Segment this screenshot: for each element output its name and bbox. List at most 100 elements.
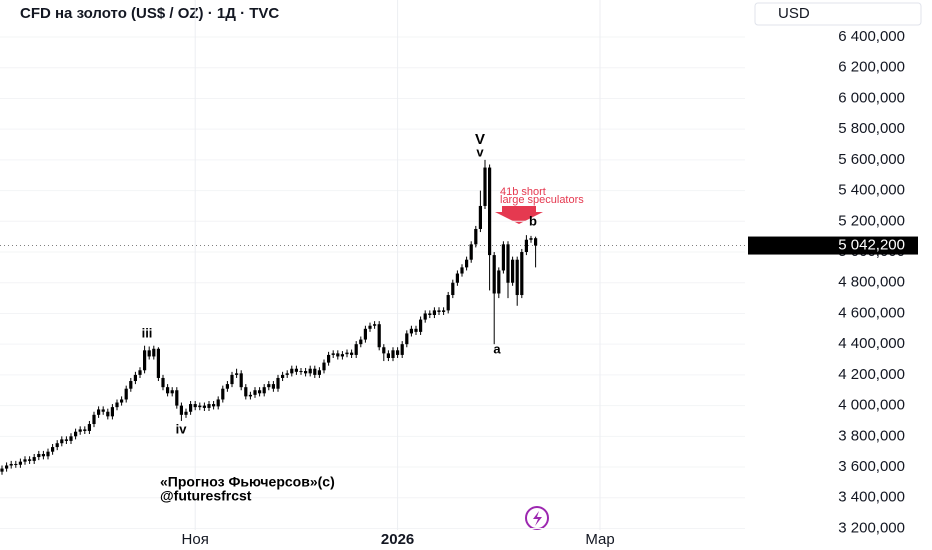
candle-body <box>23 459 27 462</box>
candle-body <box>322 362 326 371</box>
candle-body <box>64 439 68 441</box>
candle-body <box>345 352 349 355</box>
candle-body <box>244 387 248 397</box>
candle-body <box>184 411 188 415</box>
candle-body <box>147 350 151 357</box>
watermark: «Прогноз Фьючерсов»(c) <box>160 474 335 490</box>
candle-body <box>133 374 137 382</box>
candle-body <box>78 429 82 432</box>
y-tick-label: 5 400,000 <box>838 182 905 199</box>
candle-body <box>124 388 128 400</box>
lightning <box>533 511 542 526</box>
annotation: b <box>529 213 537 228</box>
candle-body <box>304 371 308 374</box>
candle-body <box>216 399 220 407</box>
annotation: V <box>475 131 485 148</box>
x-tick-label: Мар <box>585 531 614 548</box>
y-tick-label: 6 000,000 <box>838 89 905 106</box>
candle-body <box>5 465 9 469</box>
candle-body <box>497 270 501 294</box>
candle-body <box>175 390 179 406</box>
candle-body <box>271 384 275 389</box>
y-tick-label: 4 800,000 <box>838 274 905 291</box>
candle-body <box>179 405 183 415</box>
candle-body <box>419 319 423 332</box>
candle-body <box>189 404 193 412</box>
y-tick-label: 3 800,000 <box>838 427 905 444</box>
candle-body <box>506 244 510 283</box>
candle-body <box>60 439 64 444</box>
chart-title: CFD на золото (US$ / OZ) · 1Д · TVC <box>20 5 279 22</box>
candle-body <box>442 310 446 312</box>
candle-body <box>308 368 312 374</box>
candle-body <box>400 344 404 355</box>
last-price-label: 5 042,200 <box>838 237 905 254</box>
candle-body <box>156 348 160 378</box>
candle-body <box>501 244 505 271</box>
candle-body <box>492 255 496 294</box>
candle-body <box>534 238 538 246</box>
candle-body <box>129 381 133 389</box>
candle-body <box>446 295 450 311</box>
candle-body <box>391 350 395 358</box>
candle-body <box>166 387 170 394</box>
annotation: a <box>493 341 501 356</box>
watermark: @futuresfrcst <box>160 488 252 504</box>
candle-body <box>106 411 110 417</box>
candle-body <box>69 436 73 441</box>
candle-body <box>55 443 59 448</box>
y-tick-label: 5 200,000 <box>838 212 905 229</box>
candle-body <box>368 325 372 329</box>
x-tick-label: Ноя <box>182 531 209 548</box>
y-tick-label: 4 400,000 <box>838 335 905 352</box>
candle-body <box>193 404 197 408</box>
currency-box[interactable] <box>754 2 922 26</box>
candle-body <box>74 431 78 437</box>
candle-body <box>451 282 455 296</box>
candle-body <box>110 407 114 417</box>
candle-body <box>46 451 50 457</box>
candle-body <box>350 352 354 355</box>
y-tick-label: 4 000,000 <box>838 397 905 414</box>
y-tick-label: 6 200,000 <box>838 59 905 76</box>
candle-body <box>235 373 239 375</box>
candle-body <box>432 310 436 315</box>
y-tick-label: 5 800,000 <box>838 120 905 137</box>
candle-body <box>221 388 225 400</box>
candle-body <box>474 228 478 245</box>
candle-body <box>340 354 344 357</box>
candle-body <box>18 461 22 465</box>
candle-body <box>363 328 367 340</box>
candle-body <box>143 350 147 371</box>
candle-body <box>354 344 358 355</box>
candle-body <box>37 453 41 458</box>
candle-body <box>386 353 390 358</box>
candle-body <box>212 404 216 407</box>
candle-body <box>230 374 234 385</box>
candle-body <box>97 409 101 415</box>
candle-body <box>248 394 252 397</box>
candle-body <box>152 348 156 357</box>
y-tick-label: 3 200,000 <box>838 519 905 536</box>
candle-body <box>253 390 257 395</box>
candle-body <box>313 368 317 375</box>
candle-body <box>267 384 271 388</box>
candle-body <box>524 239 528 253</box>
candle-body <box>101 409 105 412</box>
candle-body <box>51 447 55 452</box>
candle-body <box>120 399 124 403</box>
candle-body <box>405 333 409 345</box>
last-price-box <box>748 236 918 255</box>
candle-body <box>520 252 524 296</box>
currency[interactable]: USD <box>778 5 810 22</box>
candle-body <box>170 390 174 394</box>
candle-body <box>359 339 363 345</box>
candle-body <box>14 463 18 465</box>
candle-body <box>294 368 298 372</box>
annotation: 41b short <box>500 186 546 198</box>
candle-body <box>483 167 487 206</box>
candle-body <box>207 404 211 408</box>
candle-body <box>382 347 386 354</box>
candle-body <box>428 313 432 315</box>
